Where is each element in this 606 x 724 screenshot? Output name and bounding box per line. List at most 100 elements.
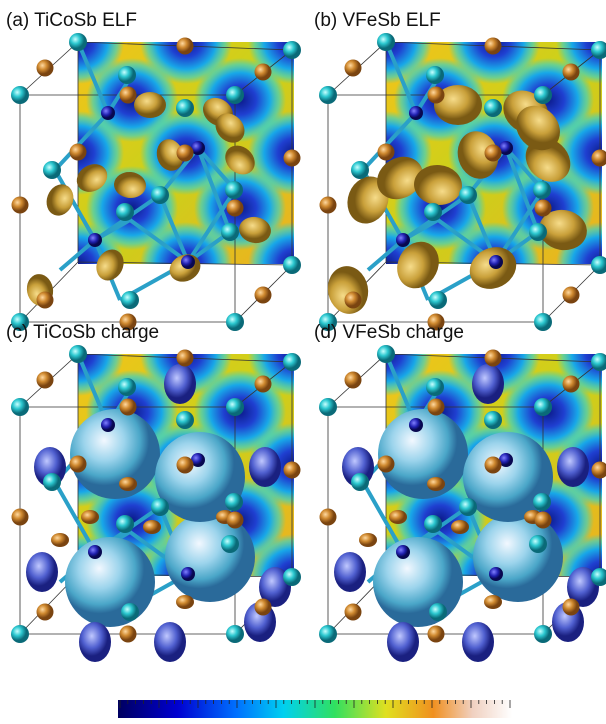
atom-cyan xyxy=(121,291,139,309)
atom-navy xyxy=(489,255,503,269)
panel-label: (a) TiCoSb ELF xyxy=(6,10,137,31)
atom-cyan xyxy=(151,498,169,516)
atom-orange xyxy=(37,292,54,309)
panel-label: (d) VFeSb charge xyxy=(314,322,464,343)
atom-cyan xyxy=(484,411,502,429)
atom-cyan xyxy=(226,86,244,104)
atom-orange xyxy=(485,350,502,367)
atom-cyan xyxy=(426,378,444,396)
atom-navy xyxy=(88,233,102,247)
atom-orange xyxy=(345,60,362,77)
charge-lobe xyxy=(334,552,366,592)
atom-cyan xyxy=(226,625,244,643)
atom-orange xyxy=(255,287,272,304)
atom-cyan xyxy=(283,353,301,371)
atom-cyan xyxy=(116,203,134,221)
atom-orange xyxy=(12,509,29,526)
charge-sphere xyxy=(373,537,463,627)
atom-cyan xyxy=(351,161,369,179)
atom-cyan xyxy=(429,291,447,309)
atom-orange xyxy=(485,145,502,162)
atom-cyan xyxy=(319,86,337,104)
elf-lobe xyxy=(324,263,372,318)
atom-cyan xyxy=(534,86,552,104)
charge-lobe xyxy=(472,364,504,404)
atom-cyan xyxy=(69,345,87,363)
atom-cyan xyxy=(116,515,134,533)
atom-cyan xyxy=(424,203,442,221)
atom-navy xyxy=(489,567,503,581)
panels: (a) TiCoSb ELF(b) VFeSb ELF(c) TiCoSb ch… xyxy=(6,0,606,662)
atom-cyan xyxy=(533,493,551,511)
atom-cyan xyxy=(534,313,552,331)
atom-orange xyxy=(255,64,272,81)
atom-orange xyxy=(177,350,194,367)
charge-sphere xyxy=(378,409,468,499)
atom-cyan xyxy=(43,473,61,491)
atom-orange xyxy=(345,604,362,621)
atom-orange xyxy=(345,292,362,309)
charge-sphere xyxy=(165,512,255,602)
atom-orange xyxy=(428,87,445,104)
atom-navy xyxy=(101,418,115,432)
atom-cyan xyxy=(484,99,502,117)
charge-lobe xyxy=(154,622,186,662)
charge-sphere xyxy=(473,512,563,602)
atom-orange xyxy=(120,87,137,104)
charge-lobe xyxy=(387,622,419,662)
atom-navy xyxy=(101,106,115,120)
atom-orange xyxy=(120,626,137,643)
atom-cyan xyxy=(283,41,301,59)
atom-cyan xyxy=(225,181,243,199)
atom-orange xyxy=(378,144,395,161)
atom-cyan xyxy=(221,223,239,241)
atom-cyan xyxy=(529,223,547,241)
atom-orange xyxy=(255,599,272,616)
atom-cyan xyxy=(121,603,139,621)
atom-cyan xyxy=(11,625,29,643)
charge-lobe xyxy=(26,552,58,592)
small-lobe xyxy=(176,595,194,609)
small-lobe xyxy=(51,533,69,547)
atom-cyan xyxy=(118,378,136,396)
atom-cyan xyxy=(534,625,552,643)
atom-orange xyxy=(485,457,502,474)
figure: (a) TiCoSb ELF(b) VFeSb ELF(c) TiCoSb ch… xyxy=(0,0,606,724)
small-lobe xyxy=(119,477,137,491)
atom-cyan xyxy=(151,186,169,204)
small-lobe xyxy=(451,520,469,534)
atom-orange xyxy=(320,197,337,214)
atom-navy xyxy=(88,545,102,559)
atom-orange xyxy=(284,462,301,479)
charge-lobe xyxy=(462,622,494,662)
elf-lobe xyxy=(134,92,166,118)
atom-orange xyxy=(70,456,87,473)
atom-navy xyxy=(396,233,410,247)
charge-sphere xyxy=(65,537,155,627)
atom-navy xyxy=(181,255,195,269)
colorbar xyxy=(118,700,512,718)
atom-cyan xyxy=(534,398,552,416)
atom-cyan xyxy=(11,86,29,104)
atom-orange xyxy=(563,64,580,81)
panel: (d) VFeSb charge xyxy=(314,312,606,662)
atom-orange xyxy=(177,457,194,474)
atom-orange xyxy=(535,200,552,217)
atom-cyan xyxy=(351,473,369,491)
atom-orange xyxy=(12,197,29,214)
small-lobe xyxy=(359,533,377,547)
atom-cyan xyxy=(459,186,477,204)
atom-orange xyxy=(563,599,580,616)
atom-cyan xyxy=(319,625,337,643)
atom-navy xyxy=(396,545,410,559)
charge-sphere xyxy=(70,409,160,499)
atom-orange xyxy=(378,456,395,473)
panel: (a) TiCoSb ELF xyxy=(6,0,340,331)
atom-orange xyxy=(284,150,301,167)
atom-orange xyxy=(535,512,552,529)
atom-orange xyxy=(227,200,244,217)
charge-lobe xyxy=(557,447,589,487)
atom-orange xyxy=(37,604,54,621)
small-lobe xyxy=(484,595,502,609)
atom-orange xyxy=(177,145,194,162)
